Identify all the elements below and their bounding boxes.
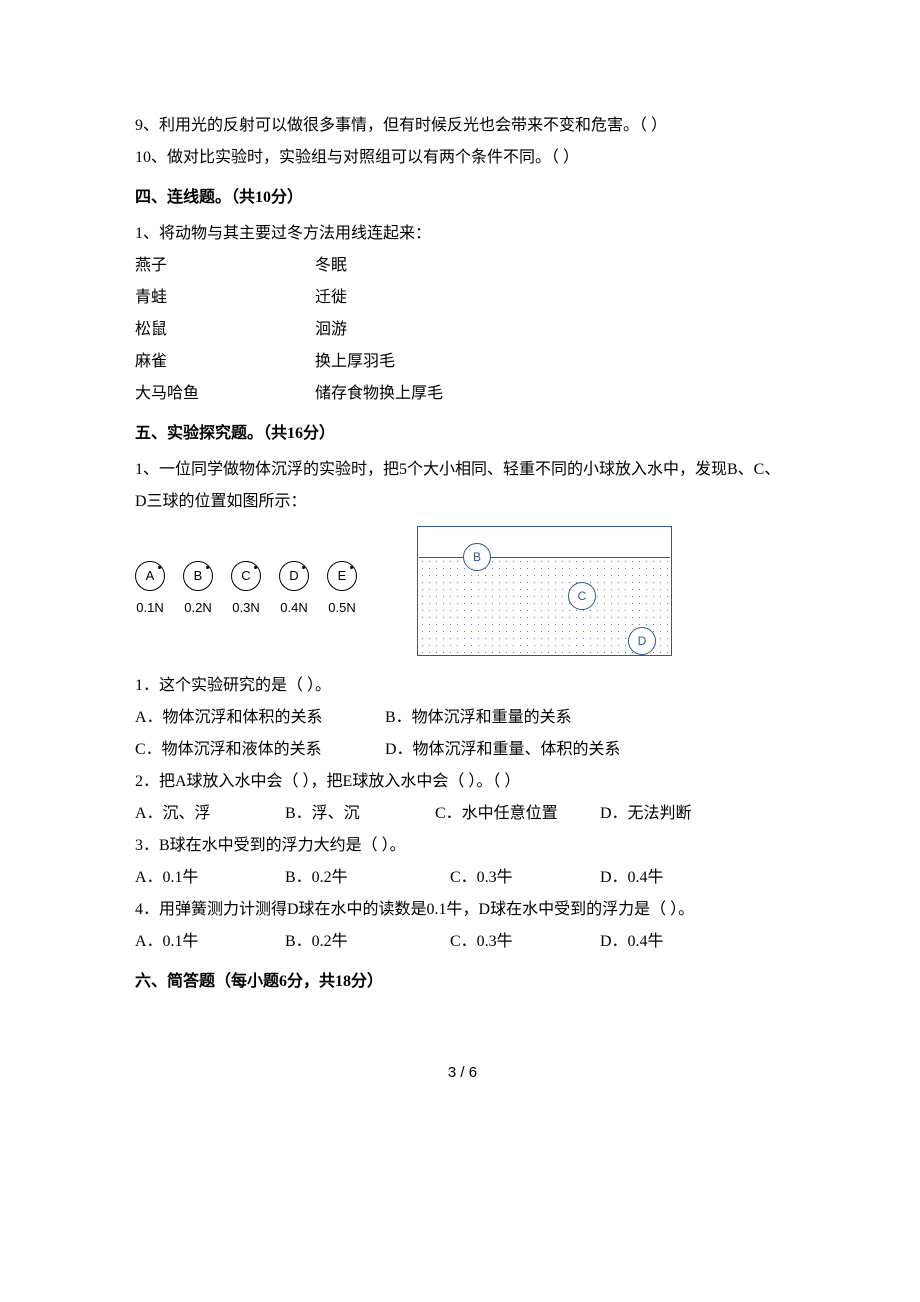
- match-left: 松鼠: [135, 314, 315, 346]
- match-row: 大马哈鱼 储存食物换上厚毛: [135, 378, 443, 410]
- match-right: 洄游: [315, 314, 443, 346]
- choice-a: A．沉、浮: [135, 798, 285, 830]
- match-row: 燕子 冬眠: [135, 250, 443, 282]
- ball-icon: C: [231, 561, 261, 591]
- tank-ball-d: D: [628, 627, 656, 655]
- tank-ball-b: B: [463, 543, 491, 571]
- choice-d: D．0.4牛: [600, 862, 750, 894]
- section6-title: 六、简答题（每小题6分，共18分）: [135, 966, 790, 998]
- tank-ball-c: C: [568, 582, 596, 610]
- choice-a: A．物体沉浮和体积的关系: [135, 702, 385, 734]
- choice-c: C．水中任意位置: [435, 798, 600, 830]
- ball-icon: B: [183, 561, 213, 591]
- true-false-q10: 10、做对比实验时，实验组与对照组可以有两个条件不同。（ ）: [135, 142, 790, 174]
- choice-c: C．0.3牛: [450, 862, 600, 894]
- sub-question-4: 4．用弹簧测力计测得D球在水中的读数是0.1牛，D球在水中受到的浮力是（ ）。 …: [135, 894, 790, 958]
- subq-text: 4．用弹簧测力计测得D球在水中的读数是0.1牛，D球在水中受到的浮力是（ ）。: [135, 894, 790, 926]
- sub-question-1: 1．这个实验研究的是（ ）。 A．物体沉浮和体积的关系 B．物体沉浮和重量的关系…: [135, 670, 790, 766]
- subq-text: 1．这个实验研究的是（ ）。: [135, 670, 790, 702]
- subq-text: 3．B球在水中受到的浮力大约是（ ）。: [135, 830, 790, 862]
- section5-intro: 1、一位同学做物体沉浮的实验时，把5个大小相同、轻重不同的小球放入水中，发现B、…: [135, 454, 790, 518]
- ball-icon: D: [279, 561, 309, 591]
- ball-col: E 0.5N: [327, 561, 357, 621]
- ball-weight: 0.4N: [280, 595, 307, 621]
- ball-weight: 0.1N: [136, 595, 163, 621]
- choice-c: C．0.3牛: [450, 926, 600, 958]
- choice-b: B．物体沉浮和重量的关系: [385, 702, 572, 734]
- ball-col: D 0.4N: [279, 561, 309, 621]
- ball-icon: A: [135, 561, 165, 591]
- match-row: 麻雀 换上厚羽毛: [135, 346, 443, 378]
- ball-col: B 0.2N: [183, 561, 213, 621]
- match-left: 麻雀: [135, 346, 315, 378]
- sub-question-3: 3．B球在水中受到的浮力大约是（ ）。 A．0.1牛 B．0.2牛 C．0.3牛…: [135, 830, 790, 894]
- choice-d: D．无法判断: [600, 798, 750, 830]
- match-right: 冬眠: [315, 250, 443, 282]
- matching-table: 燕子 冬眠 青蛙 迁徙 松鼠 洄游 麻雀 换上厚羽毛 大马哈鱼 储存食物换上厚毛: [135, 250, 443, 410]
- true-false-q9: 9、利用光的反射可以做很多事情，但有时候反光也会带来不变和危害。（ ）: [135, 110, 790, 142]
- ball-col: A 0.1N: [135, 561, 165, 621]
- ball-icon: E: [327, 561, 357, 591]
- choice-b: B．0.2牛: [285, 926, 450, 958]
- choice-a: A．0.1牛: [135, 862, 285, 894]
- page-number: 3 / 6: [135, 1058, 790, 1088]
- water-tank: B C D: [417, 526, 672, 656]
- choice-d: D．物体沉浮和重量、体积的关系: [385, 734, 621, 766]
- match-right: 换上厚羽毛: [315, 346, 443, 378]
- ball-col: C 0.3N: [231, 561, 261, 621]
- experiment-diagram: A 0.1N B 0.2N C 0.3N D 0.4N E 0.5N B C D: [135, 526, 790, 656]
- subq-text: 2．把A球放入水中会（ ），把E球放入水中会（ ）。（ ）: [135, 766, 790, 798]
- match-right: 迁徙: [315, 282, 443, 314]
- match-left: 燕子: [135, 250, 315, 282]
- choice-a: A．0.1牛: [135, 926, 285, 958]
- choice-b: B．浮、沉: [285, 798, 435, 830]
- ball-weight: 0.3N: [232, 595, 259, 621]
- match-left: 青蛙: [135, 282, 315, 314]
- ball-weight: 0.2N: [184, 595, 211, 621]
- match-row: 松鼠 洄游: [135, 314, 443, 346]
- match-right: 储存食物换上厚毛: [315, 378, 443, 410]
- section4-title: 四、连线题。（共10分）: [135, 182, 790, 214]
- choice-d: D．0.4牛: [600, 926, 750, 958]
- ball-weight: 0.5N: [328, 595, 355, 621]
- section5-title: 五、实验探究题。（共16分）: [135, 418, 790, 450]
- balls-legend: A 0.1N B 0.2N C 0.3N D 0.4N E 0.5N: [135, 561, 357, 621]
- choice-b: B．0.2牛: [285, 862, 450, 894]
- match-row: 青蛙 迁徙: [135, 282, 443, 314]
- section4-intro: 1、将动物与其主要过冬方法用线连起来：: [135, 218, 790, 250]
- sub-question-2: 2．把A球放入水中会（ ），把E球放入水中会（ ）。（ ） A．沉、浮 B．浮、…: [135, 766, 790, 830]
- match-left: 大马哈鱼: [135, 378, 315, 410]
- choice-c: C．物体沉浮和液体的关系: [135, 734, 385, 766]
